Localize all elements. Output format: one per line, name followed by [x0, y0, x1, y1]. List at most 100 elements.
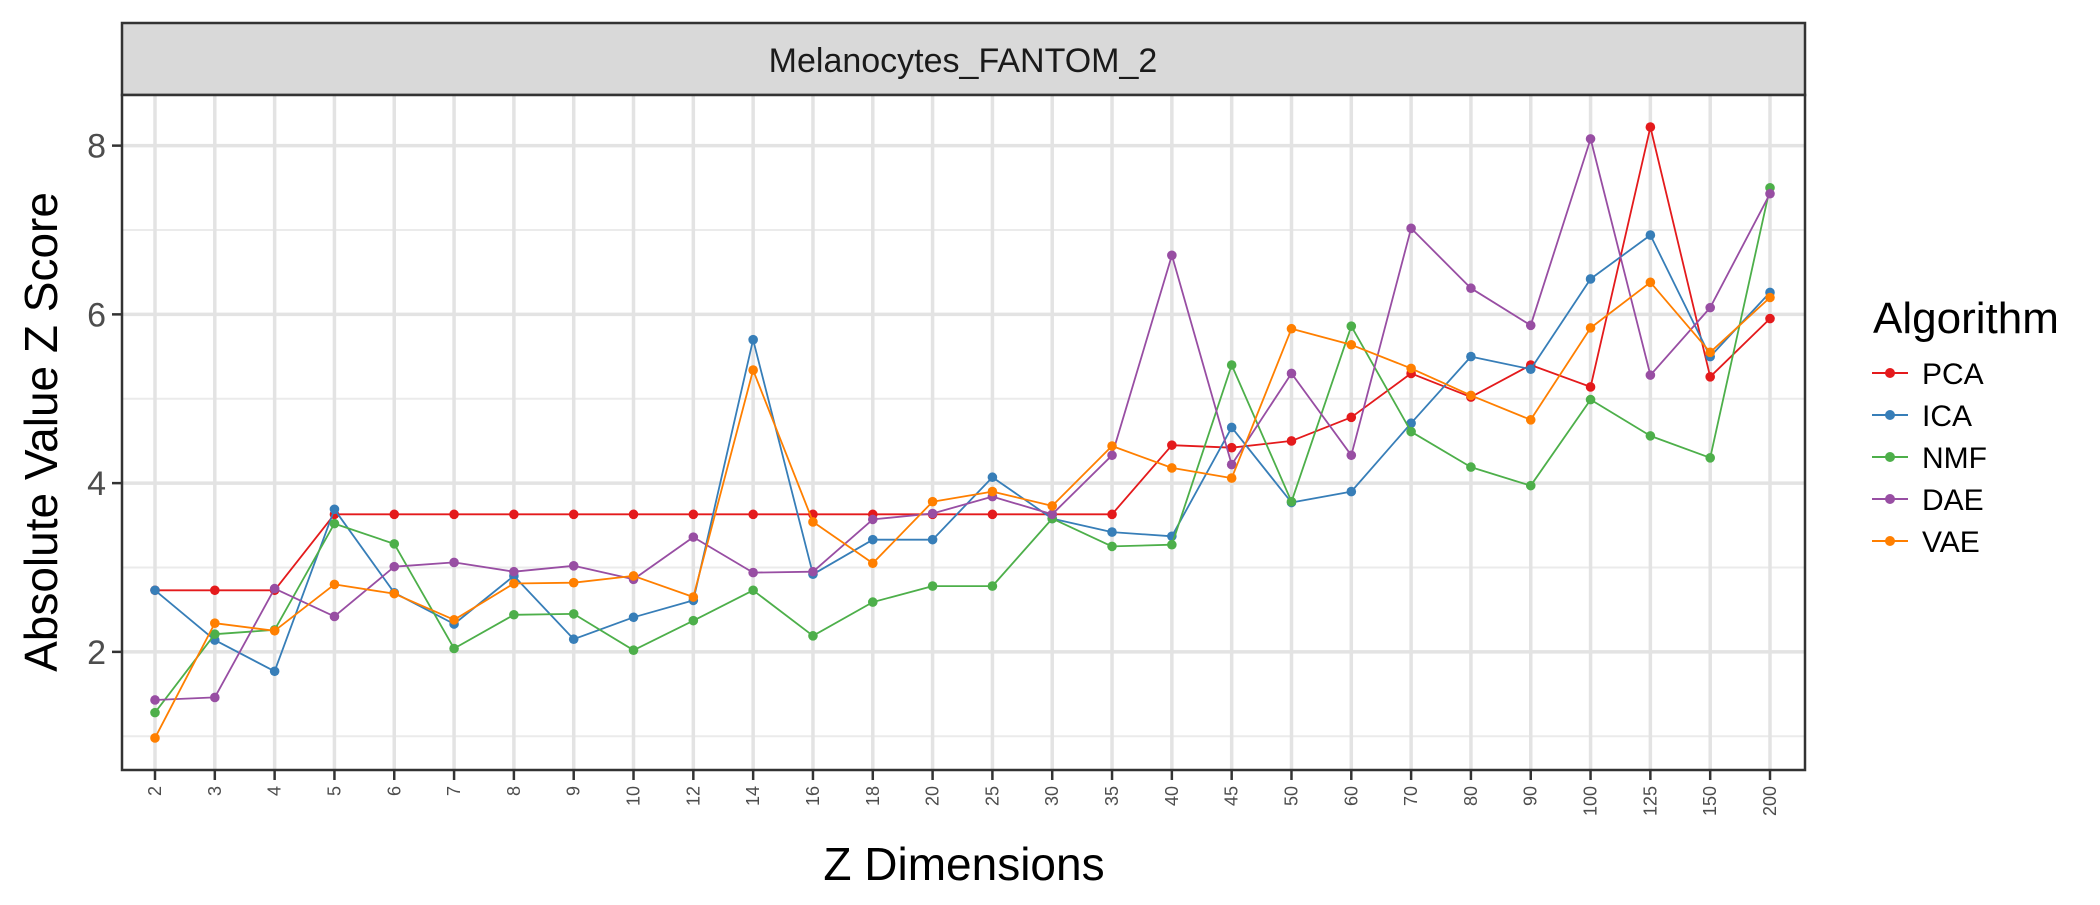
- series-line-nmf: [154, 187, 1771, 714]
- data-point-ica: [329, 504, 340, 515]
- x-tick-label: 12: [683, 786, 703, 806]
- data-point-vae: [1705, 347, 1715, 358]
- legend-label-ica: ICA: [1922, 400, 1972, 433]
- x-tick-label: 10: [624, 786, 644, 806]
- data-point-vae: [329, 579, 340, 590]
- data-point-nmf: [150, 707, 160, 718]
- major-gridlines: [122, 95, 1805, 770]
- data-point-ica: [987, 472, 998, 483]
- data-point-dae: [867, 514, 878, 525]
- data-point-vae: [1466, 390, 1476, 401]
- legend-label-pca: PCA: [1922, 358, 1984, 391]
- x-tick-label: 25: [982, 786, 1002, 806]
- data-point-dae: [1705, 302, 1715, 313]
- data-point-nmf: [210, 629, 220, 639]
- data-point-nmf: [1466, 462, 1476, 472]
- data-point-nmf: [987, 581, 998, 591]
- y-tick-label: 6: [87, 296, 106, 334]
- data-point-nmf: [1167, 539, 1177, 550]
- data-point-dae: [927, 508, 938, 519]
- data-point-dae: [150, 695, 160, 705]
- data-point-nmf: [748, 585, 758, 596]
- data-point-vae: [568, 577, 579, 588]
- x-axis-title: Z Dimensions: [823, 838, 1104, 890]
- x-tick-label: 4: [265, 786, 285, 796]
- legend-key-point-ica: [1885, 410, 1895, 420]
- minor-gridlines: [122, 229, 1805, 738]
- data-point-vae: [1765, 292, 1775, 303]
- data-point-dae: [1525, 320, 1536, 331]
- data-point-nmf: [568, 609, 579, 619]
- data-point-pca: [389, 509, 400, 520]
- data-point-dae: [568, 561, 579, 571]
- data-point-pca: [1286, 436, 1297, 446]
- data-point-pca: [1645, 122, 1656, 132]
- data-point-ica: [568, 634, 579, 645]
- data-point-nmf: [1645, 431, 1656, 441]
- data-point-dae: [688, 532, 699, 542]
- data-point-dae: [1645, 370, 1656, 380]
- data-point-ica: [748, 334, 758, 345]
- data-point-dae: [748, 567, 758, 578]
- data-point-pca: [628, 509, 639, 520]
- data-point-ica: [1585, 274, 1596, 284]
- data-point-vae: [1406, 363, 1416, 374]
- data-point-pca: [748, 509, 758, 520]
- data-point-pca: [449, 509, 459, 520]
- data-point-dae: [449, 557, 459, 568]
- x-tick-label: 7: [444, 786, 464, 796]
- data-point-vae: [1525, 415, 1536, 425]
- data-point-vae: [150, 733, 160, 743]
- data-point-dae: [1346, 450, 1357, 461]
- y-axis: 2 4 6 8: [87, 128, 122, 672]
- data-point-pca: [1765, 313, 1775, 324]
- data-point-ica: [1645, 230, 1656, 240]
- x-tick-label: 6: [384, 786, 404, 796]
- data-point-nmf: [449, 643, 459, 654]
- x-tick-label: 9: [564, 786, 584, 796]
- data-point-ica: [1406, 418, 1416, 429]
- data-point-vae: [1047, 501, 1058, 511]
- data-point-dae: [210, 692, 220, 703]
- data-point-nmf: [1525, 480, 1536, 491]
- data-point-dae: [1406, 223, 1416, 234]
- y-axis-title: Absolute Value Z Score: [15, 192, 67, 672]
- x-tick-label: 30: [1042, 786, 1062, 806]
- data-point-vae: [1346, 339, 1357, 350]
- data-point-nmf: [1406, 426, 1416, 437]
- data-point-nmf: [509, 609, 519, 620]
- series-line-pca: [155, 126, 1771, 592]
- data-point-pca: [1226, 442, 1237, 453]
- legend: Algorithm PCA ICA NMF DAE VAE: [1872, 294, 2059, 559]
- data-point-pca: [568, 509, 579, 520]
- facet-title: Melanocytes_FANTOM_2: [769, 42, 1158, 80]
- y-tick-label: 8: [87, 128, 106, 166]
- data-point-vae: [269, 625, 280, 636]
- legend-key-point-nmf: [1885, 452, 1895, 462]
- data-point-vae: [449, 615, 459, 625]
- data-point-nmf: [867, 597, 878, 607]
- plot-panel-border: [120, 93, 1807, 772]
- data-point-dae: [1226, 459, 1237, 470]
- series-line-vae: [154, 281, 1771, 739]
- x-tick-label: 70: [1401, 786, 1421, 806]
- data-point-ica: [150, 585, 160, 596]
- facet-strip: [120, 21, 1807, 97]
- x-tick-label: 200: [1760, 786, 1780, 816]
- data-point-pca: [1167, 440, 1177, 450]
- legend-label-vae: VAE: [1922, 526, 1980, 559]
- data-point-ica: [1525, 364, 1536, 375]
- x-tick-label: 100: [1581, 786, 1601, 816]
- data-point-nmf: [1346, 321, 1357, 331]
- data-point-nmf: [1585, 394, 1596, 405]
- data-point-vae: [987, 486, 998, 497]
- legend-label-dae: DAE: [1922, 484, 1984, 517]
- data-point-pca: [1107, 509, 1117, 520]
- data-point-dae: [808, 566, 818, 577]
- data-point-nmf: [1705, 453, 1715, 463]
- data-point-vae: [1286, 323, 1297, 334]
- data-point-nmf: [688, 615, 699, 626]
- data-point-vae: [389, 588, 400, 599]
